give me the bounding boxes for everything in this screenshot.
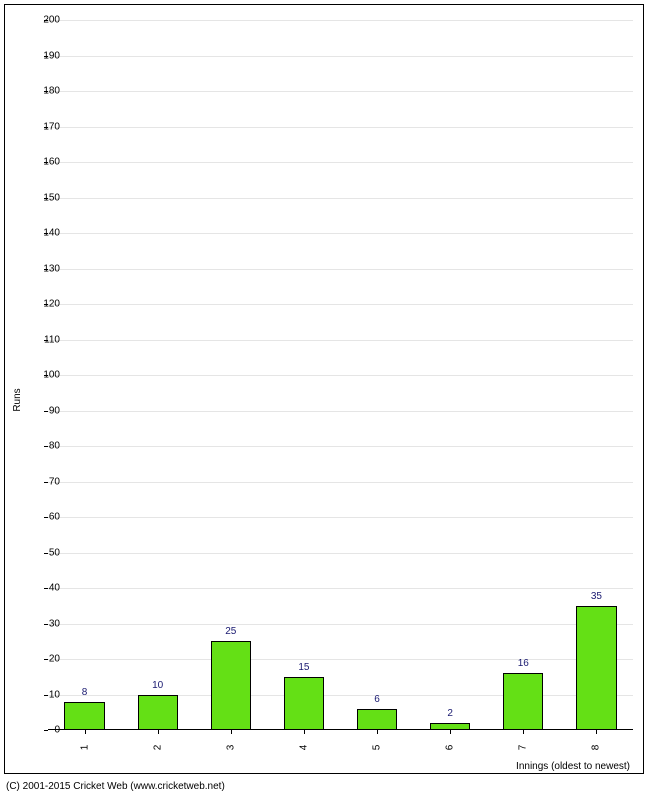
grid-line	[48, 446, 633, 447]
grid-line	[48, 482, 633, 483]
bar-value-label: 8	[82, 687, 88, 698]
x-tick-mark	[231, 730, 232, 734]
grid-line	[48, 375, 633, 376]
grid-line	[48, 517, 633, 518]
y-tick-label: 10	[20, 689, 60, 700]
y-tick-label: 170	[20, 121, 60, 132]
grid-line	[48, 695, 633, 696]
grid-line	[48, 588, 633, 589]
grid-line	[48, 340, 633, 341]
grid-line	[48, 304, 633, 305]
x-tick-mark	[158, 730, 159, 734]
x-tick-mark	[450, 730, 451, 734]
y-tick-label: 160	[20, 157, 60, 168]
y-tick-label: 180	[20, 86, 60, 97]
x-axis-line	[48, 729, 633, 730]
grid-line	[48, 659, 633, 660]
grid-line	[48, 162, 633, 163]
x-tick-label: 4	[298, 745, 309, 751]
grid-line	[48, 233, 633, 234]
bar-value-label: 35	[591, 591, 602, 602]
bar	[357, 709, 397, 730]
grid-line	[48, 91, 633, 92]
bar	[138, 695, 178, 731]
y-tick-label: 60	[20, 512, 60, 523]
y-tick-label: 30	[20, 618, 60, 629]
y-tick-label: 20	[20, 654, 60, 665]
grid-line	[48, 624, 633, 625]
y-tick-label: 80	[20, 441, 60, 452]
grid-line	[48, 198, 633, 199]
bar	[284, 677, 324, 730]
x-tick-label: 7	[518, 745, 529, 751]
x-tick-label: 5	[372, 745, 383, 751]
y-tick-label: 150	[20, 192, 60, 203]
x-tick-label: 6	[445, 745, 456, 751]
bar	[430, 723, 470, 730]
x-tick-mark	[304, 730, 305, 734]
bar-value-label: 10	[152, 680, 163, 691]
x-tick-label: 3	[225, 745, 236, 751]
x-tick-mark	[523, 730, 524, 734]
y-tick-label: 200	[20, 15, 60, 26]
plot-area: 8 10 25 15 6 2 16 35	[48, 20, 633, 730]
bar	[503, 673, 543, 730]
bar-value-label: 2	[447, 708, 453, 719]
bar-value-label: 15	[298, 662, 309, 673]
y-tick-label: 50	[20, 547, 60, 558]
copyright-footer: (C) 2001-2015 Cricket Web (www.cricketwe…	[6, 781, 225, 792]
y-tick-label: 70	[20, 476, 60, 487]
y-tick-label: 190	[20, 50, 60, 61]
x-tick-label: 2	[152, 745, 163, 751]
bar	[211, 641, 251, 730]
x-axis-label: Innings (oldest to newest)	[516, 761, 630, 772]
y-tick-label: 120	[20, 299, 60, 310]
bar	[64, 702, 104, 730]
chart-container: 8102515621635 Runs Innings (oldest to ne…	[0, 0, 650, 800]
y-tick-label: 0	[20, 725, 60, 736]
x-tick-label: 8	[591, 745, 602, 751]
x-tick-label: 1	[79, 745, 90, 751]
grid-line	[48, 411, 633, 412]
grid-line	[48, 553, 633, 554]
grid-line	[48, 269, 633, 270]
y-tick-label: 40	[20, 583, 60, 594]
y-tick-label: 90	[20, 405, 60, 416]
y-tick-label: 140	[20, 228, 60, 239]
y-tick-label: 110	[20, 334, 60, 345]
bar	[576, 606, 616, 730]
bar-value-label: 6	[374, 694, 380, 705]
y-tick-label: 130	[20, 263, 60, 274]
y-tick-label: 100	[20, 370, 60, 381]
grid-line	[48, 127, 633, 128]
x-tick-mark	[596, 730, 597, 734]
bar-value-label: 16	[518, 658, 529, 669]
bar-value-label: 25	[225, 626, 236, 637]
x-tick-mark	[377, 730, 378, 734]
x-tick-mark	[85, 730, 86, 734]
grid-line	[48, 20, 633, 21]
grid-line	[48, 56, 633, 57]
